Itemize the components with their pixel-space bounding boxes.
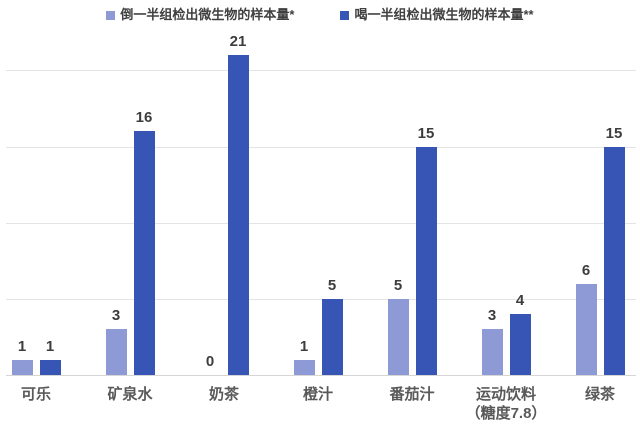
bar-value-label: 1 xyxy=(45,338,55,355)
bar-series2-4 xyxy=(321,299,343,375)
x-axis-label: 奶茶 xyxy=(208,386,239,403)
gridline xyxy=(6,299,636,300)
x-axis-line xyxy=(6,375,636,376)
bar-series2-7 xyxy=(603,147,625,375)
x-axis-label: 橙汁 xyxy=(302,386,333,403)
bar-value-label: 15 xyxy=(417,125,435,142)
legend-swatch-drink-half xyxy=(340,10,350,20)
x-axis-label: 矿泉水 xyxy=(107,386,153,403)
bar-series1-1 xyxy=(11,360,33,375)
gridline xyxy=(6,147,636,148)
bar-series2-6 xyxy=(509,314,531,375)
bar-value-label: 1 xyxy=(299,338,309,355)
bar-value-label: 3 xyxy=(487,307,497,324)
bar-value-label: 0 xyxy=(205,353,215,370)
legend-swatch-pour-half xyxy=(106,10,116,20)
bar-value-label: 21 xyxy=(229,33,247,50)
bar-series1-4 xyxy=(293,360,315,375)
bar-value-label: 15 xyxy=(605,125,623,142)
bar-series2-2 xyxy=(133,131,155,375)
bar-series1-5 xyxy=(387,299,409,375)
bar-value-label: 5 xyxy=(393,277,403,294)
gridline xyxy=(6,70,636,71)
legend-item-pour-half-group: 倒一半组检出微生物的样本量* xyxy=(106,6,294,24)
legend-label-drink-half: 喝一半组检出微生物的样本量** xyxy=(354,7,534,22)
bar-series1-7 xyxy=(575,284,597,375)
bar-value-label: 4 xyxy=(515,292,525,309)
bar-value-label: 1 xyxy=(17,338,27,355)
bar-series2-3 xyxy=(227,55,249,375)
bar-series2-5 xyxy=(415,147,437,375)
bar-series2-1 xyxy=(39,360,61,375)
x-axis-label: 可乐 xyxy=(20,386,51,403)
bar-value-label: 16 xyxy=(135,109,153,126)
bar-series1-2 xyxy=(105,329,127,375)
x-axis-label: 绿茶 xyxy=(584,386,615,403)
legend-item-drink-half-group: 喝一半组检出微生物的样本量** xyxy=(340,6,534,24)
legend-label-pour-half: 倒一半组检出微生物的样本量* xyxy=(120,7,295,22)
bar-value-label: 6 xyxy=(581,262,591,279)
bar-value-label: 5 xyxy=(327,277,337,294)
bar-series1-6 xyxy=(481,329,503,375)
x-axis-label: 番茄汁 xyxy=(389,386,435,403)
bar-value-label: 3 xyxy=(111,307,121,324)
x-axis-label: 运动饮料 （糖度7.8） xyxy=(465,386,547,422)
chart-legend: 倒一半组检出微生物的样本量* 喝一半组检出微生物的样本量** xyxy=(0,6,640,24)
gridline xyxy=(6,223,636,224)
